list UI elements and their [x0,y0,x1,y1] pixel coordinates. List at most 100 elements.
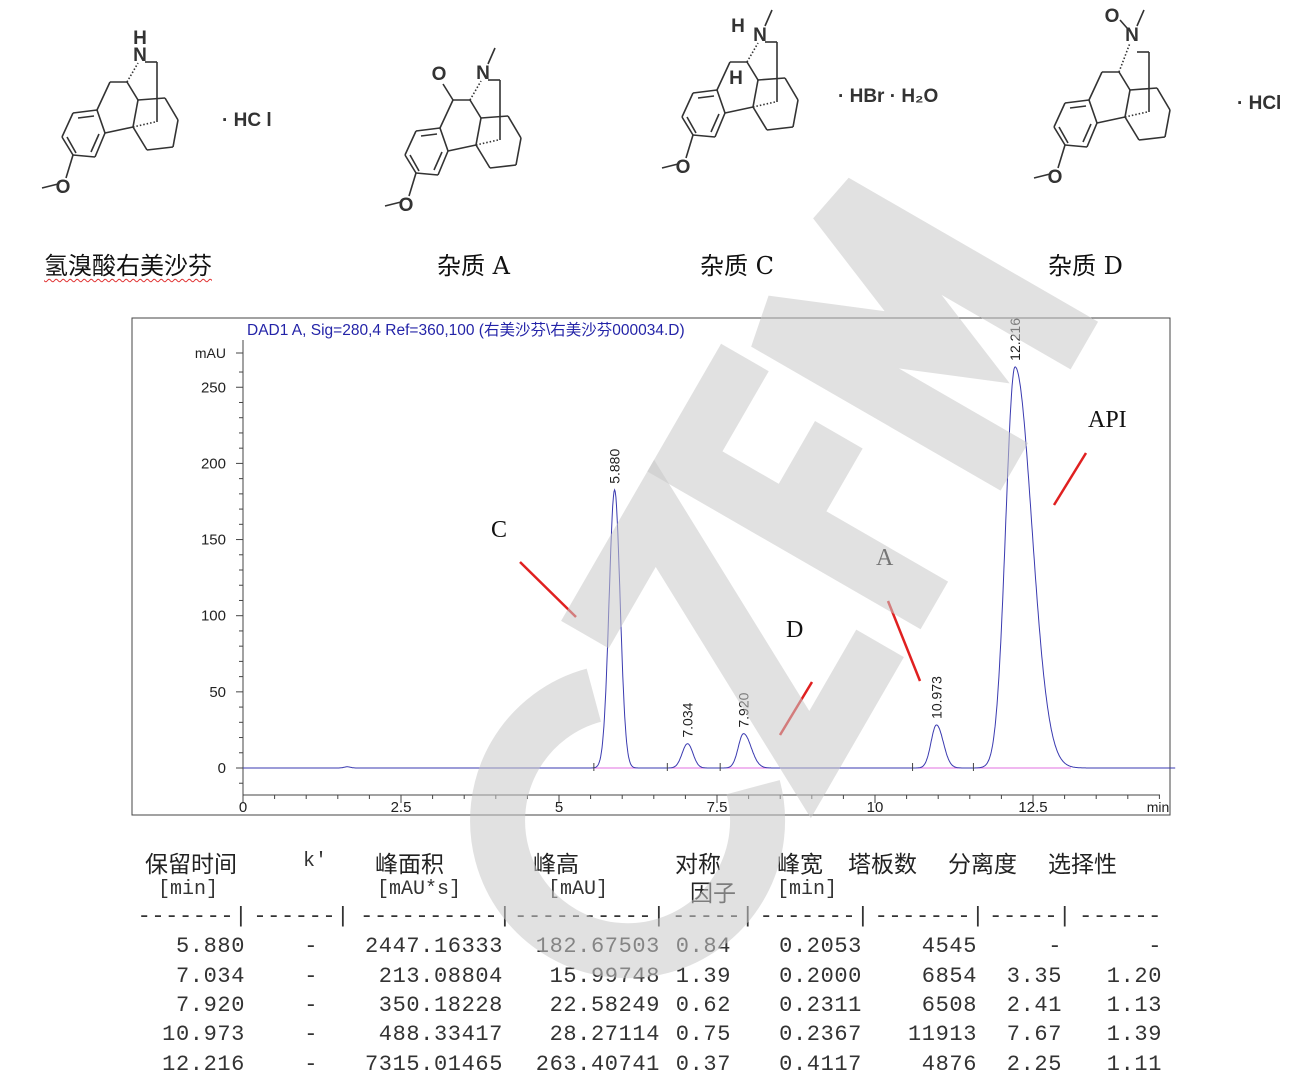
table-cell: - [304,993,318,1018]
nitrogen-atom: N [753,25,767,46]
separator: ------ [1079,904,1162,929]
table-cell: 11913 [907,1022,977,1047]
table-cell: - [304,1052,318,1077]
hydrogen-atom: H [729,68,743,89]
table-cell: 3.35 [1006,964,1062,989]
header-factor: 因子 [690,881,736,907]
table-cell: 488.33417 [378,1022,503,1047]
table-cell: 0.37 [675,1052,731,1077]
table-cell: 4545 [921,934,977,959]
x-axis-label: min [1147,799,1170,815]
oxygen-atom: O [1105,6,1120,27]
table-cell: - [304,964,318,989]
header-k: k' [303,850,328,873]
header-height: 峰高 [533,852,579,878]
structure-name: 杂质 A [437,252,510,280]
unit-mau: [mAU] [548,878,609,901]
table-cell: 1.39 [675,964,731,989]
table-cell: 1.20 [1106,964,1162,989]
header-resolution: 分离度 [948,852,1017,878]
annotation-a: A [876,545,894,571]
table-cell: 182.67503 [535,934,660,959]
x-tick-label: 5 [555,799,563,816]
table-cell: 10.973 [162,1022,245,1047]
structure-label-dextromethorphan: 氢溴酸右美沙芬 [44,246,212,281]
annotation-pointer [886,600,922,682]
x-tick-label: 7.5 [707,799,728,816]
table-cell: - [304,1022,318,1047]
x-tick-label: 10 [867,799,884,816]
table-cell: 28.27114 [549,1022,660,1047]
structure-4-salt: · HCl [1237,93,1282,114]
table-cell: 7.034 [175,964,245,989]
structure-3: N O H H [661,9,799,178]
oxygen-atom: O [432,64,447,85]
peak-labels: 5.880 7.034 7.920 10.973 12.216 [593,318,1023,771]
chromatogram-trace [243,366,1176,769]
unit-min: [min] [158,878,219,901]
header-area: 峰面积 [375,852,444,878]
table-cell: 5.880 [175,934,245,959]
table-cell: 0.84 [675,934,731,959]
annotation-lines [519,452,1088,736]
y-tick-label: 200 [201,455,226,472]
y-tick-label: 0 [218,760,226,777]
nitrogen-atom: N [133,45,147,66]
separator: -------| [874,904,985,929]
annotation-api: API [1088,407,1127,433]
x-tick-label: 0 [239,799,247,816]
hydrogen-atom: H [731,16,745,37]
table-cell: 7.920 [175,993,245,1018]
separator: ----------| [360,904,512,929]
oxygen-atom: O [676,157,691,178]
header-plates: 塔板数 [848,852,917,878]
annotation-d: D [786,617,804,643]
table-cell: 0.4117 [779,1052,862,1077]
separator: ------| [253,904,350,929]
table-cell: 6854 [921,964,977,989]
nitrogen-atom: N [1125,25,1139,46]
header-selectivity: 选择性 [1048,852,1117,878]
table-cell: 0.2367 [779,1022,862,1047]
annotation-pointer [519,561,577,618]
x-tick-label: 2.5 [391,799,412,816]
peak-label: 10.973 [928,676,944,719]
structure-name: 氢溴酸右美沙芬 [44,252,212,280]
table-cell: 213.08804 [378,964,503,989]
peak-label: 5.880 [607,449,623,484]
table-cell: 6508 [921,993,977,1018]
table-cell: 7315.01465 [364,1052,503,1077]
chart-frame [131,317,1171,816]
header-retention-time: 保留时间 [145,852,237,878]
unit-width-min: [min] [777,878,838,901]
table-cell: 0.62 [675,993,731,1018]
y-tick-label: 150 [201,532,226,549]
table-cell: - [1048,934,1062,959]
annotation-pointer [1052,452,1088,506]
table-cell: 0.2311 [779,993,862,1018]
structure-3-salt: · HBr · H₂O [838,86,939,107]
structure-2: N O O [384,47,522,216]
table-cell: 7.67 [1006,1022,1062,1047]
hydrogen-atom: H [133,28,147,49]
x-tick-label: 12.5 [1018,799,1047,816]
nitrogen-atom: N [476,63,490,84]
table-cell: 1.11 [1106,1052,1162,1077]
table-cell: 1.13 [1106,993,1162,1018]
table-cell: - [304,934,318,959]
y-tick-label: 250 [201,379,226,396]
structure-label-impurity-a: 杂质 A [437,246,510,281]
separator: -------| [137,904,248,929]
separator: -----| [672,904,755,929]
table-cell: 2.41 [1006,993,1062,1018]
table-cell: 263.40741 [535,1052,660,1077]
table-cell: 12.216 [162,1052,245,1077]
table-cell: 15.99748 [549,964,660,989]
table-cell: 0.2000 [779,964,862,989]
table-cell: - [1148,934,1162,959]
unit-area: [mAU*s] [377,878,462,901]
annotation-c: C [491,517,508,543]
header-width: 峰宽 [777,852,823,878]
table-cell: 2447.16333 [364,934,503,959]
table-cell: 2.25 [1006,1052,1062,1077]
